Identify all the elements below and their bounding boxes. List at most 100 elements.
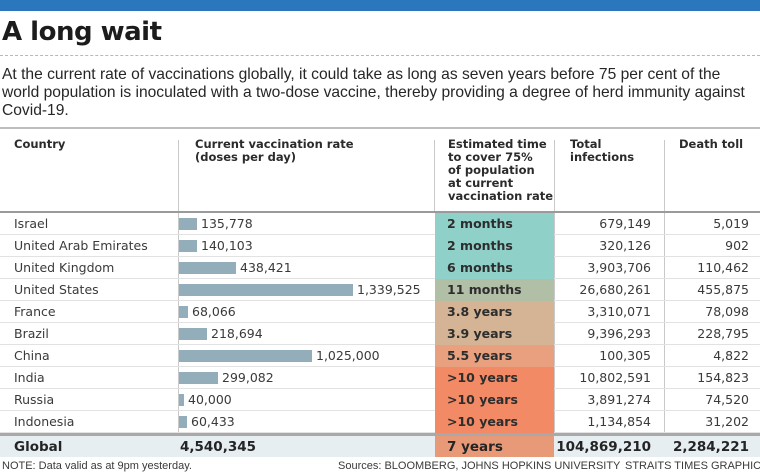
global-time-cell bbox=[435, 436, 554, 457]
global-rate: 4,540,345 bbox=[180, 439, 257, 455]
table-row: 3.9 years Brazil 218,694 9,396,293 228,795 bbox=[0, 323, 760, 345]
global-total-row: Global 4,540,345 7 years 104,869,210 2,2… bbox=[0, 433, 760, 457]
total-infections: 3,891,274 bbox=[587, 392, 651, 407]
rate-value: 40,000 bbox=[188, 392, 232, 407]
rate-value: 1,339,525 bbox=[357, 282, 421, 297]
total-infections: 3,310,071 bbox=[587, 304, 651, 319]
header-deaths: Death toll bbox=[679, 137, 744, 151]
header-rate: Current vaccination rate (doses per day) bbox=[195, 137, 354, 164]
table-row: >10 years India 299,082 10,802,591 154,823 bbox=[0, 367, 760, 389]
table-row: >10 years Russia 40,000 3,891,274 74,520 bbox=[0, 389, 760, 411]
time-cell: 11 months bbox=[435, 279, 554, 301]
estimated-time: 3.9 years bbox=[447, 326, 513, 341]
death-toll: 74,520 bbox=[705, 392, 749, 407]
country-name: France bbox=[14, 304, 56, 319]
time-cell: 2 months bbox=[435, 213, 554, 235]
time-cell: >10 years bbox=[435, 389, 554, 411]
intro-text: At the current rate of vaccinations glob… bbox=[2, 66, 745, 119]
time-cell: 3.8 years bbox=[435, 301, 554, 323]
country-name: United Arab Emirates bbox=[14, 238, 148, 253]
time-cell: 3.9 years bbox=[435, 323, 554, 345]
page-title: A long wait bbox=[2, 17, 162, 47]
rate-bar bbox=[179, 218, 197, 230]
death-toll: 455,875 bbox=[697, 282, 749, 297]
death-toll: 110,462 bbox=[697, 260, 749, 275]
global-label: Global bbox=[14, 439, 63, 455]
death-toll: 228,795 bbox=[697, 326, 749, 341]
global-infections: 104,869,210 bbox=[556, 439, 651, 455]
death-toll: 154,823 bbox=[697, 370, 749, 385]
credit: STRAITS TIMES GRAPHICS bbox=[625, 460, 760, 472]
estimated-time: >10 years bbox=[447, 370, 518, 385]
time-cell: 6 months bbox=[435, 257, 554, 279]
footnote: NOTE: Data valid as at 9pm yesterday. bbox=[2, 460, 192, 472]
global-time: 7 years bbox=[447, 439, 503, 455]
estimated-time: 6 months bbox=[447, 260, 513, 275]
header-rule bbox=[0, 211, 760, 213]
rate-bar bbox=[179, 372, 218, 384]
rate-value: 140,103 bbox=[201, 238, 253, 253]
estimated-time: 2 months bbox=[447, 238, 513, 253]
country-name: United Kingdom bbox=[14, 260, 115, 275]
rate-value: 299,082 bbox=[222, 370, 274, 385]
death-toll: 31,202 bbox=[705, 414, 749, 429]
brand-bar bbox=[0, 0, 760, 11]
total-infections: 1,134,854 bbox=[587, 414, 651, 429]
rate-value: 438,421 bbox=[240, 260, 292, 275]
header-country: Country bbox=[14, 137, 66, 151]
total-infections: 10,802,591 bbox=[579, 370, 651, 385]
death-toll: 902 bbox=[725, 238, 749, 253]
rate-value: 218,694 bbox=[211, 326, 263, 341]
table-row: 3.8 years France 68,066 3,310,071 78,098 bbox=[0, 301, 760, 323]
rate-bar bbox=[179, 394, 184, 406]
table-row: 2 months Israel 135,778 679,149 5,019 bbox=[0, 213, 760, 235]
header-time: Estimated time to cover 75% of populatio… bbox=[448, 137, 554, 203]
header-infections: Total infections bbox=[570, 137, 635, 164]
total-infections: 3,903,706 bbox=[587, 260, 651, 275]
estimated-time: 2 months bbox=[447, 216, 513, 231]
death-toll: 5,019 bbox=[713, 216, 749, 231]
rate-bar bbox=[179, 328, 207, 340]
country-name: Brazil bbox=[14, 326, 49, 341]
time-cell: >10 years bbox=[435, 367, 554, 389]
total-infections: 100,305 bbox=[599, 348, 651, 363]
table-row: 6 months United Kingdom 438,421 3,903,706 11… bbox=[0, 257, 760, 279]
sources: Sources: BLOOMBERG, JOHNS HOPKINS UNIVER… bbox=[338, 460, 621, 472]
total-infections: 26,680,261 bbox=[579, 282, 651, 297]
column-divider bbox=[554, 140, 555, 457]
country-name: Israel bbox=[14, 216, 49, 231]
rate-bar bbox=[179, 350, 312, 362]
estimated-time: 11 months bbox=[447, 282, 522, 297]
total-infections: 679,149 bbox=[599, 216, 651, 231]
column-divider bbox=[664, 140, 665, 457]
time-cell: 5.5 years bbox=[435, 345, 554, 367]
table-row: 11 months United States 1,339,525 26,680,26… bbox=[0, 279, 760, 301]
column-divider bbox=[434, 140, 435, 212]
death-toll: 78,098 bbox=[705, 304, 749, 319]
rate-bar bbox=[179, 284, 353, 296]
rate-value: 1,025,000 bbox=[316, 348, 380, 363]
estimated-time: >10 years bbox=[447, 392, 518, 407]
rate-value: 68,066 bbox=[192, 304, 236, 319]
rate-bar bbox=[179, 262, 236, 274]
column-divider bbox=[178, 140, 179, 457]
time-cell: 2 months bbox=[435, 235, 554, 257]
rate-bar bbox=[179, 306, 188, 318]
country-name: Indonesia bbox=[14, 414, 75, 429]
total-infections: 9,396,293 bbox=[587, 326, 651, 341]
table-row: >10 years Indonesia 60,433 1,134,854 31,202 bbox=[0, 411, 760, 433]
country-name: United States bbox=[14, 282, 99, 297]
death-toll: 4,822 bbox=[713, 348, 749, 363]
rate-bar bbox=[179, 240, 197, 252]
rate-value: 135,778 bbox=[201, 216, 253, 231]
country-name: India bbox=[14, 370, 45, 385]
table-row: 5.5 years China 1,025,000 100,305 4,822 bbox=[0, 345, 760, 367]
title-divider bbox=[0, 55, 760, 56]
global-deaths: 2,284,221 bbox=[672, 439, 749, 455]
country-name: China bbox=[14, 348, 50, 363]
table-top-rule bbox=[0, 127, 760, 129]
estimated-time: 5.5 years bbox=[447, 348, 513, 363]
time-cell: >10 years bbox=[435, 411, 554, 433]
rate-value: 60,433 bbox=[191, 414, 235, 429]
rate-bar bbox=[179, 416, 187, 428]
